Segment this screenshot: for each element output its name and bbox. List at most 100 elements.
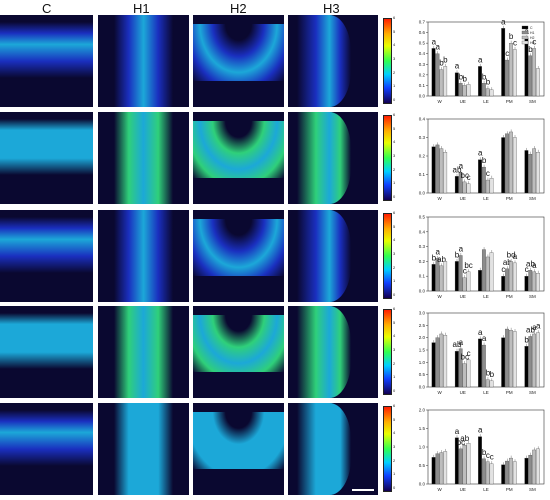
significance-letter: a — [478, 328, 483, 337]
colorbar-tick-label: 4 — [393, 139, 396, 145]
bar — [524, 346, 529, 388]
y-tick-label: 0.1 — [419, 83, 426, 88]
category-label: PM — [506, 196, 513, 201]
bar — [532, 148, 537, 194]
column-header-h3: H3 — [323, 1, 340, 16]
bar — [431, 146, 436, 194]
bar — [489, 178, 494, 194]
bar — [454, 261, 459, 292]
colorbar-tick-label: 2 — [393, 360, 396, 366]
significance-letter: b — [482, 448, 487, 457]
y-tick-label: 0.2 — [419, 72, 426, 77]
tissue-band — [0, 313, 93, 369]
bar — [435, 337, 440, 388]
bar — [501, 137, 506, 194]
category-label: UE — [460, 196, 466, 201]
bar — [505, 460, 509, 485]
y-tick-label: 1.5 — [419, 426, 426, 431]
bar — [528, 55, 533, 97]
significance-letter: a — [536, 322, 541, 331]
colorbar-tick-label: 6 — [393, 112, 396, 117]
bar — [462, 181, 467, 194]
colorbar-tick-label: 3 — [393, 347, 396, 352]
colorbar-tick-label: 2 — [393, 166, 396, 172]
bar — [478, 270, 482, 292]
significance-letter: c — [467, 173, 471, 182]
category-label: LE — [483, 196, 489, 201]
bar — [512, 262, 517, 292]
significance-letter: b — [490, 370, 495, 379]
tissue-band — [297, 112, 351, 204]
colorbar-tick-label: 5 — [393, 125, 396, 131]
tissue-band — [193, 219, 284, 277]
bar — [481, 249, 486, 292]
colorbar-tick-label: 3 — [393, 251, 396, 256]
colorbar-tick-label: 4 — [393, 42, 396, 48]
category-label: PM — [506, 487, 513, 492]
significance-letter: ab — [453, 340, 462, 349]
bar — [458, 448, 463, 485]
tissue-band — [0, 410, 93, 466]
bar — [501, 276, 506, 292]
colorbar-tick-label: 0 — [393, 485, 396, 490]
microscopy-panel — [0, 112, 93, 204]
significance-letter: a — [435, 43, 440, 52]
bar — [485, 461, 490, 485]
y-tick-label: 0.3 — [419, 244, 426, 249]
bar — [466, 443, 471, 485]
bar — [462, 277, 467, 292]
microscopy-panel — [288, 210, 378, 302]
category-label: UE — [460, 390, 466, 395]
legend-swatch — [521, 35, 529, 40]
bar — [439, 265, 444, 292]
significance-letter: c — [505, 49, 509, 58]
bar — [439, 452, 444, 485]
tissue-band — [0, 119, 93, 175]
bar — [458, 172, 463, 194]
colorbar-tick-label: 1 — [393, 374, 396, 380]
bar — [439, 69, 444, 97]
significance-letter: a — [432, 37, 437, 46]
microscopy-panel — [98, 15, 189, 107]
y-tick-label: 0.0 — [419, 94, 426, 99]
significance-letter: bd — [507, 250, 516, 259]
colorbar-tick-label: 6 — [393, 210, 396, 215]
bar — [466, 84, 471, 97]
colorbar-tick-label: 0 — [393, 97, 396, 102]
tissue-band — [193, 315, 284, 373]
y-tick-label: 1.0 — [419, 360, 426, 365]
significance-letter: ab — [460, 434, 469, 443]
microscopy-panel — [98, 210, 189, 302]
category-label: W — [437, 487, 442, 492]
significance-letter: a — [435, 247, 440, 256]
microscopy-panel — [0, 15, 93, 107]
bar — [443, 66, 448, 97]
bar — [509, 330, 513, 388]
legend-label: H1 — [530, 31, 535, 35]
significance-letter: bc — [461, 353, 469, 362]
category-label: W — [437, 390, 442, 395]
bar — [443, 451, 448, 485]
y-tick-label: 0.0 — [419, 289, 426, 294]
category-label: UE — [460, 487, 466, 492]
significance-letter: bc — [461, 171, 469, 180]
y-tick-label: 3.0 — [419, 311, 426, 316]
colorbar-tick-label: 1 — [393, 83, 396, 89]
significance-letter: a — [501, 17, 506, 26]
column-header-c: C — [42, 1, 52, 16]
colorbar-tick-label: 6 — [393, 15, 396, 20]
bar — [524, 150, 529, 194]
significance-letter: c — [467, 349, 471, 358]
microscopy-panel — [288, 112, 378, 204]
significance-letter: c — [486, 169, 490, 178]
bar — [536, 448, 540, 485]
colorbar — [383, 18, 392, 104]
legend-swatch — [521, 30, 529, 35]
tissue-band — [297, 306, 351, 398]
significance-letter: a — [482, 334, 487, 343]
significance-letter: a — [455, 62, 460, 71]
bar — [454, 351, 459, 388]
